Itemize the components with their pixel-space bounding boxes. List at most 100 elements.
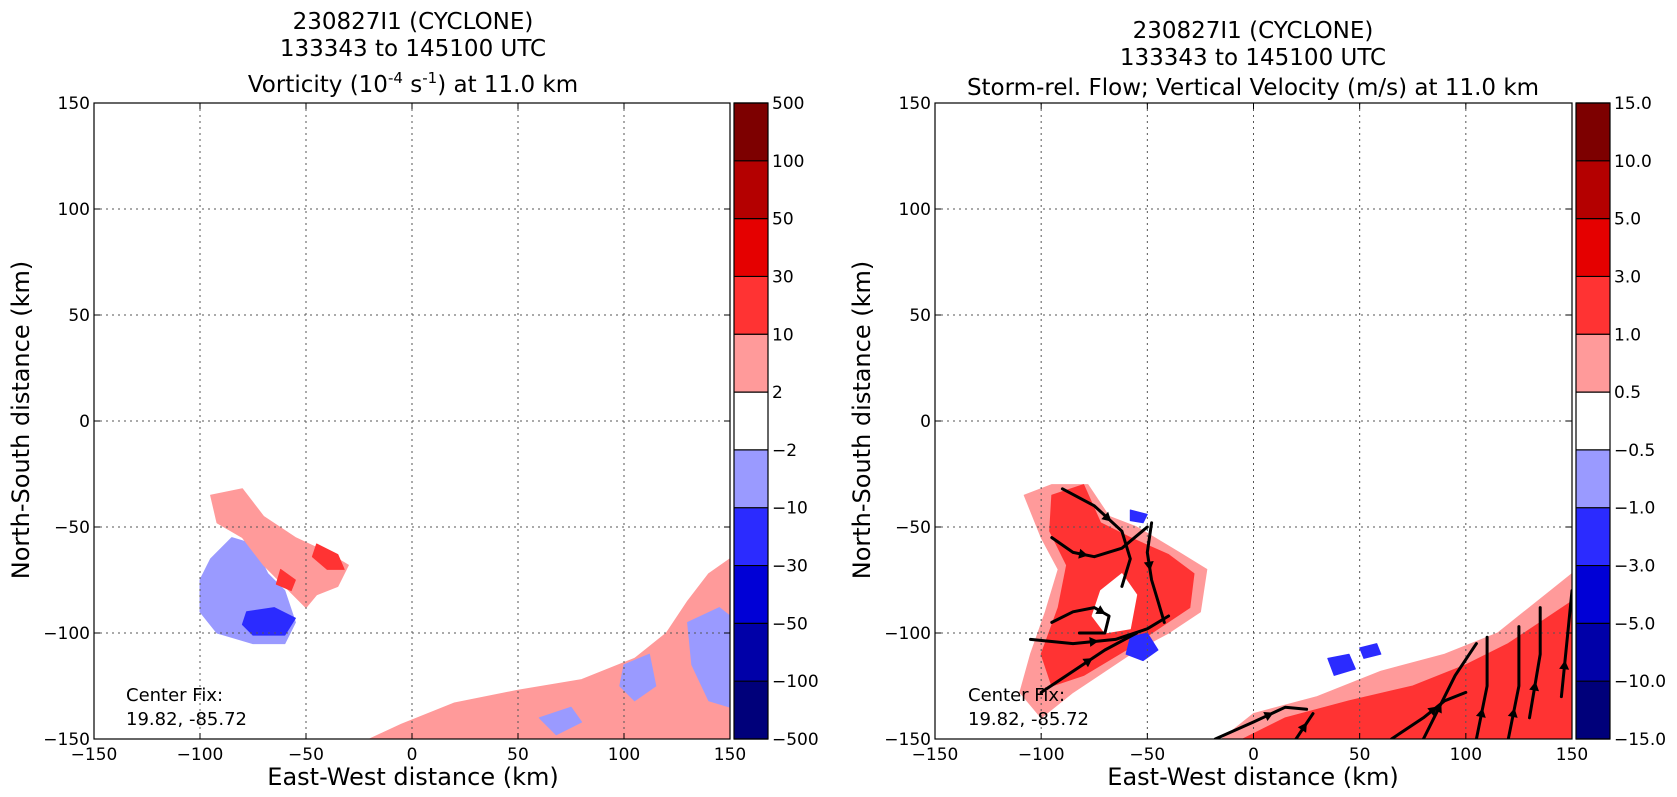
left-title-prefix: Vorticity (10 <box>248 72 388 98</box>
right-colorbar-label-2: −5.0 <box>1614 614 1655 634</box>
left-colorbar-label-0: −500 <box>772 730 819 750</box>
left-x-tick-label-3: 0 <box>407 745 418 765</box>
left-colorbar-label-11: 500 <box>772 94 804 114</box>
vertical-velocity-panel: 230827I1 (CYCLONE) 133343 to 145100 UTC … <box>848 18 1666 791</box>
left-colorbar-segment-7 <box>734 276 768 335</box>
right-streamline-10 <box>1474 635 1489 739</box>
right-colorbar-segment-4 <box>1576 449 1610 509</box>
right-contour-region-4 <box>1129 509 1148 524</box>
right-y-axis-label: North-South distance (km) <box>848 261 876 580</box>
right-y-tick-label-2: −50 <box>895 518 931 538</box>
left-title-suffix: ) at 11.0 km <box>437 72 578 98</box>
right-colorbar-label-0: −15.0 <box>1614 730 1666 750</box>
right-streamline-arrow-9 <box>1432 703 1442 714</box>
left-x-tick-label-2: −50 <box>288 745 324 765</box>
right-colorbar-label-9: 5.0 <box>1614 210 1641 230</box>
left-colorbar-frame <box>733 102 769 740</box>
right-streamline-4 <box>1050 525 1149 559</box>
right-colorbar-segment-8 <box>1576 218 1610 277</box>
left-colorbar-label-1: −100 <box>772 672 819 692</box>
left-colorbar-segment-10 <box>734 103 768 162</box>
right-colorbar-segment-9 <box>1576 160 1610 220</box>
right-center-fix-label: Center Fix: <box>968 685 1065 706</box>
left-y-tick-label-4: 50 <box>68 306 90 326</box>
right-streamline-arrow-12 <box>1529 681 1540 692</box>
right-colorbar-label-8: 3.0 <box>1614 267 1641 287</box>
right-streamline-0 <box>1060 487 1132 588</box>
right-contour-region-3 <box>1125 632 1159 662</box>
right-y-tick-label-4: 50 <box>909 306 931 326</box>
right-streamline-arrow-10 <box>1475 708 1486 718</box>
left-x-axis-label: East-West distance (km) <box>267 763 558 791</box>
right-title-line-3: Storm-rel. Flow; Vertical Velocity (m/s)… <box>967 75 1539 101</box>
left-title-line-3: Vorticity (10-4 s-1) at 11.0 km <box>248 69 578 98</box>
left-y-tick-label-0: −150 <box>43 730 90 750</box>
right-contour-region-7 <box>1327 653 1356 676</box>
left-colorbar-label-7: 10 <box>772 325 794 345</box>
right-streamline-arrow-3 <box>1082 658 1093 668</box>
right-streamline-arrow-2 <box>1089 636 1099 647</box>
left-x-tick-label-0: −150 <box>71 745 118 765</box>
left-y-tick-label-2: −50 <box>54 518 90 538</box>
left-y-tick-label-5: 100 <box>58 200 90 220</box>
left-y-tick-label-6: 150 <box>58 94 90 114</box>
right-colorbar-label-11: 15.0 <box>1614 94 1652 114</box>
right-streamline-arrow-4 <box>1078 548 1089 559</box>
left-contour-region-1 <box>241 607 296 636</box>
right-colorbar-segment-6 <box>1576 334 1610 393</box>
right-y-tick-label-3: 0 <box>920 412 931 432</box>
right-y-tick-label-5: 100 <box>899 200 931 220</box>
left-colorbar-segment-4 <box>734 449 768 509</box>
left-contour-region-6 <box>619 653 657 702</box>
right-title-line-2: 133343 to 145100 UTC <box>1120 45 1386 71</box>
right-contour-region-8 <box>1359 643 1382 659</box>
right-colorbar-segment-5 <box>1576 392 1610 451</box>
left-x-tick-label-1: −100 <box>177 745 224 765</box>
right-colorbar-label-3: −3.0 <box>1614 557 1655 577</box>
left-colorbar-label-3: −30 <box>772 557 808 577</box>
right-streamline-arrow-6 <box>1263 711 1274 722</box>
left-colorbar-label-9: 50 <box>772 210 794 230</box>
left-contour-region-4 <box>275 568 296 592</box>
right-plot-area: −150 −100 −50 0 50 100 150 −150 −100 −50 0 50 100 150 <box>884 94 1588 765</box>
left-x-tick-label-4: 50 <box>507 745 529 765</box>
right-x-tick-label-5: 100 <box>1450 745 1482 765</box>
left-y-tick-label-3: 0 <box>79 412 90 432</box>
right-streamline-arrow-11 <box>1507 708 1518 718</box>
right-streamline-5 <box>1145 521 1166 624</box>
right-y-tick-label-6: 150 <box>899 94 931 114</box>
right-streamline-12 <box>1528 606 1542 720</box>
right-y-tick-label-0: −150 <box>884 730 931 750</box>
left-colorbar-segment-9 <box>734 160 768 220</box>
left-y-tick-label-1: −100 <box>43 624 90 644</box>
right-x-tick-label-1: −100 <box>1018 745 1065 765</box>
left-colorbar: −500 −100 −50 −30 −10 −2 2 10 30 50 100 500 <box>733 94 819 750</box>
right-x-tick-label-0: −150 <box>912 745 959 765</box>
left-contour-region-8 <box>538 706 583 736</box>
right-colorbar-segment-3 <box>1576 507 1610 567</box>
left-contour-region-2 <box>210 488 349 609</box>
left-colorbar-segment-6 <box>734 334 768 393</box>
left-x-tick-label-6: 150 <box>714 745 746 765</box>
right-x-axis-label: East-West distance (km) <box>1107 763 1398 791</box>
right-x-tick-label-4: 50 <box>1349 745 1371 765</box>
left-title-line-2: 133343 to 145100 UTC <box>280 36 546 62</box>
right-colorbar-segment-1 <box>1576 623 1610 682</box>
right-streamline-arrow-5 <box>1143 561 1154 571</box>
right-streamline-arrow-0 <box>1101 511 1112 522</box>
left-colorbar-label-8: 30 <box>772 267 794 287</box>
right-colorbar-label-7: 1.0 <box>1614 325 1641 345</box>
right-colorbar-label-5: −0.5 <box>1614 441 1655 461</box>
left-title-mid: s <box>403 72 422 98</box>
right-colorbar-frame <box>1575 102 1611 740</box>
right-x-tick-label-6: 150 <box>1556 745 1588 765</box>
left-plot-area: −150 −100 −50 0 50 100 150 −150 −100 −50 0 50 100 150 <box>43 94 746 765</box>
right-colorbar-label-4: −1.0 <box>1614 499 1655 519</box>
left-x-tick-label-5: 100 <box>608 745 640 765</box>
right-colorbar-label-1: −10.0 <box>1614 672 1666 692</box>
right-streamline-arrow-1 <box>1095 605 1106 615</box>
left-title-line-1: 230827I1 (CYCLONE) <box>293 9 534 35</box>
left-colorbar-segment-5 <box>734 392 768 451</box>
right-x-tick-label-2: −50 <box>1129 745 1165 765</box>
